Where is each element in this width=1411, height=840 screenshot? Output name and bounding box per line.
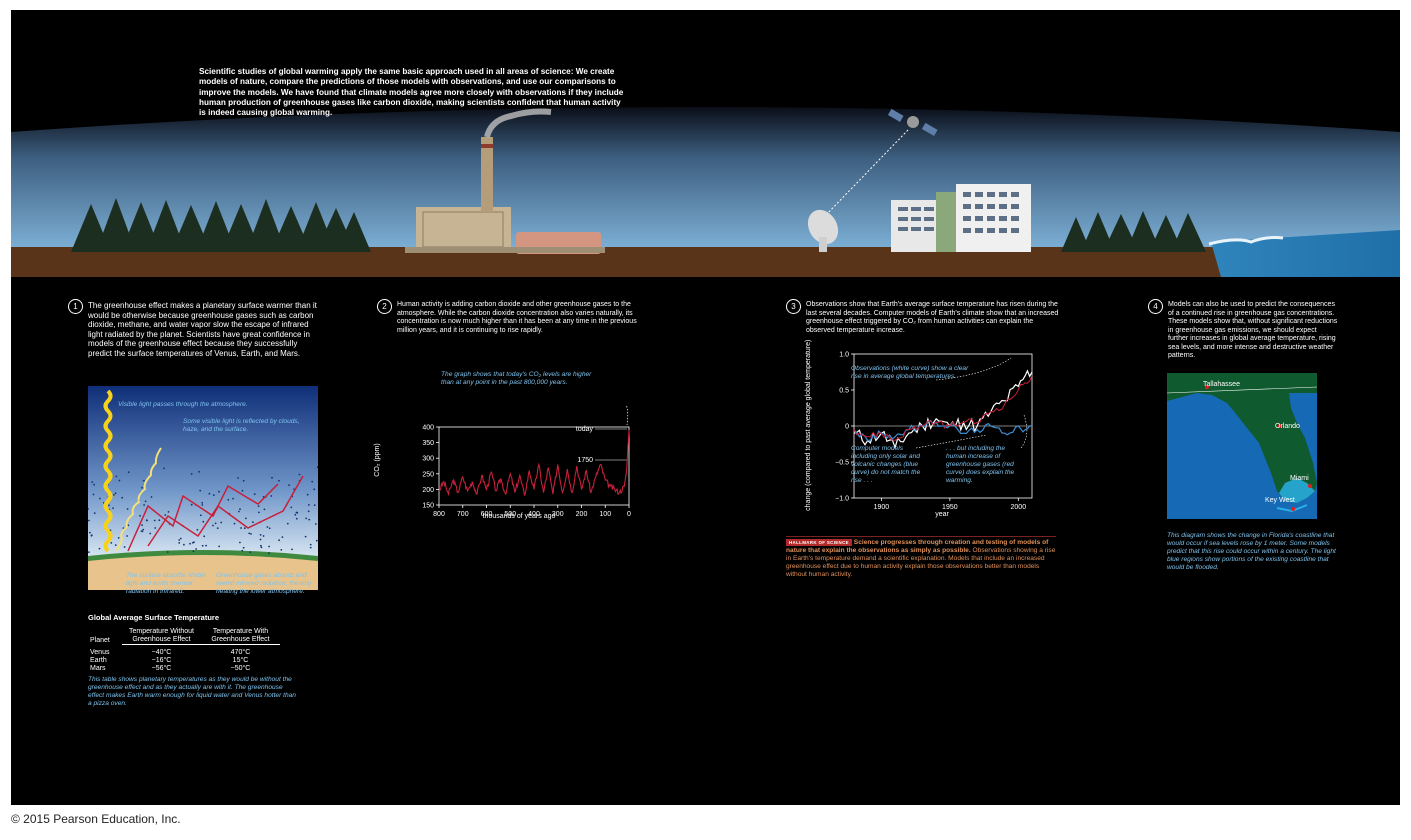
co2-xtick-label: 800 — [433, 511, 445, 518]
co2-ytick-label: 300 — [422, 456, 434, 463]
co2-plot-frame — [438, 426, 630, 506]
landscape-scene — [11, 107, 1400, 277]
temp-ylabel: change (compared to past average global … — [804, 340, 812, 511]
florida-map: Tallahassee Orlando Miami Key West — [1166, 373, 1318, 519]
hallmark-tag: HALLMARK OF SCIENCE — [786, 539, 852, 546]
hallmark-text: Observations showing a rise in Earth's t… — [786, 547, 1056, 578]
step-1-text: The greenhouse effect makes a planetary … — [88, 301, 317, 358]
label-today: today — [576, 426, 594, 433]
sky — [11, 107, 1400, 252]
table-header: Planet Temperature Without Greenhouse Ef… — [88, 628, 280, 645]
temp-ytick-label: −1.0 — [835, 496, 849, 503]
power-plant — [405, 108, 605, 254]
temp-ytick-label: −0.5 — [835, 460, 849, 467]
co2-series-line — [438, 430, 630, 497]
co2-xtick-label: 600 — [481, 511, 493, 518]
note-visible-passes: Visible light passes through the atmosph… — [118, 401, 248, 408]
co2-xtick-label: 400 — [528, 511, 540, 518]
co2-ytick-label: 400 — [422, 425, 434, 432]
co2-ytick-label: 150 — [422, 503, 434, 510]
note-reflected: Some visible light is reflected by cloud… — [183, 418, 300, 433]
step-2-text: Human activity is adding carbon dioxide … — [397, 301, 637, 334]
co2-xtick-label: 100 — [599, 511, 611, 518]
temp-ytick-label: 0.5 — [839, 388, 849, 395]
temp-xlabel: year — [935, 511, 949, 518]
observations-line — [853, 369, 1033, 450]
table-row: Earth −16°C 15°C — [90, 656, 249, 664]
co2-xtick-label: 0 — [627, 511, 631, 518]
signal-beam — [823, 129, 909, 218]
greenhouse-illustration — [87, 386, 319, 590]
header-with: Temperature With Greenhouse Effect — [201, 628, 280, 645]
table-row: Mars −56°C −50°C — [90, 664, 251, 672]
co2-xlabel: thousands of years ago — [483, 513, 556, 520]
figure-panel: Scientific studies of global warming app… — [11, 10, 1400, 805]
forest-right — [1061, 211, 1206, 252]
co2-xtick-label: 300 — [552, 511, 564, 518]
step-4-number: 4 — [1148, 299, 1163, 314]
co2-ytick-label: 200 — [422, 487, 434, 494]
step-4-text: Models can also be used to predict the c… — [1168, 301, 1338, 359]
step-2-number: 2 — [377, 299, 392, 314]
note-solar-volcanic: Computer models including only solar and… — [851, 445, 921, 484]
co2-ylabel: CO₂ (ppm) — [374, 443, 381, 476]
note-human: . . . but including the human increase o… — [946, 445, 1015, 484]
city-orlando: Orlando — [1275, 423, 1300, 430]
surf — [1208, 236, 1284, 246]
obs-note-pointer — [935, 357, 1012, 381]
laboratory — [891, 184, 1031, 252]
satellite — [887, 108, 938, 136]
co2-note: The graph shows that today's CO₂ levels … — [441, 371, 592, 386]
temp-ytick-label: 1.0 — [839, 352, 849, 359]
temperature-chart: 1.0 0.5 0 −0.5 −1.0 1900 1950 2000 change (comp… — [804, 340, 1033, 518]
forest-left — [71, 198, 371, 252]
table-caption: This table shows planetary temperatures … — [88, 675, 296, 707]
co2-xtick-label: 700 — [457, 511, 469, 518]
florida-map-graphic — [1166, 373, 1318, 519]
greenhouse-diagram: Visible light passes through the atmosph… — [87, 386, 319, 595]
co2-ytick-label: 350 — [422, 440, 434, 447]
step-3-number: 3 — [786, 299, 801, 314]
intro-text: Scientific studies of global warming app… — [199, 67, 624, 118]
temp-xtick-label: 2000 — [1011, 504, 1027, 511]
city-tallahassee: Tallahassee — [1203, 381, 1240, 388]
city-miami: Miami — [1290, 475, 1309, 482]
step-3-text: Observations show that Earth's average s… — [806, 301, 1059, 334]
ocean — [1211, 230, 1400, 277]
co2-xtick-label: 200 — [576, 511, 588, 518]
city-key-west: Key West — [1265, 497, 1295, 504]
step-1-number: 1 — [68, 299, 83, 314]
radio-dish — [807, 209, 839, 252]
temperature-table: Planet Temperature Without Greenhouse Ef… — [88, 628, 280, 673]
copyright: © 2015 Pearson Education, Inc. — [11, 812, 181, 826]
note-observations: Observations (white curve) show a clear … — [851, 365, 969, 380]
note-gases-absorb: Greenhouse gases absorb and reemit infra… — [216, 572, 312, 595]
temp-ytick-label: 0 — [845, 424, 849, 431]
temperature-table-block: Global Average Surface Temperature Plane… — [88, 613, 303, 708]
label-1750: 1750 — [577, 457, 593, 464]
co2-xtick-label: 500 — [504, 511, 516, 518]
hallmark-box: HALLMARK OF SCIENCE Science progresses t… — [786, 536, 1056, 579]
note-surface-absorbs: The surface absorbs visible light and em… — [126, 572, 207, 595]
solar-volcanic-model-line — [853, 419, 1033, 442]
florida-caption: This diagram shows the change in Florida… — [1167, 532, 1336, 571]
co2-ytick-label: 250 — [422, 471, 434, 478]
header-without: Temperature Without Greenhouse Effect — [122, 628, 201, 645]
temp-xtick-label: 1900 — [874, 504, 890, 511]
human-note-pointer — [1020, 414, 1028, 449]
greenhouse-model-line — [853, 375, 1033, 441]
header-planet: Planet — [90, 636, 110, 644]
table-title: Global Average Surface Temperature — [88, 613, 220, 622]
hallmark-bold: Science progresses through creation and … — [786, 539, 1049, 554]
table-row: Venus −40°C 470°C — [90, 648, 251, 656]
temp-xtick-label: 1950 — [942, 504, 958, 511]
co2-note-pointer — [625, 405, 629, 426]
